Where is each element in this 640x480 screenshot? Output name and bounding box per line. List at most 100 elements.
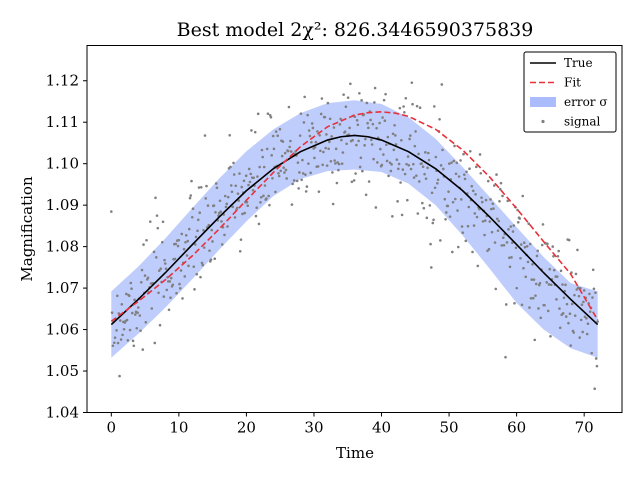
signal-point	[514, 246, 518, 250]
signal-point	[459, 159, 462, 162]
signal-point	[402, 105, 405, 108]
signal-point	[309, 171, 312, 175]
signal-point	[453, 197, 457, 201]
signal-point	[189, 194, 193, 197]
signal-point	[125, 318, 129, 322]
signal-point	[118, 374, 121, 378]
signal-point	[504, 303, 508, 306]
signal-point	[193, 243, 197, 246]
signal-point	[148, 220, 152, 223]
signal-point	[404, 96, 408, 100]
signal-point	[565, 302, 569, 306]
signal-point	[232, 173, 236, 176]
signal-point	[394, 134, 397, 137]
signal-point	[387, 174, 390, 178]
signal-point	[491, 202, 495, 206]
signal-point	[507, 228, 510, 231]
y-tick-label: 1.04	[46, 404, 79, 422]
signal-point	[439, 164, 443, 167]
signal-point	[344, 105, 348, 108]
signal-point	[557, 249, 561, 253]
signal-point	[313, 145, 317, 149]
signal-point	[475, 215, 479, 219]
signal-point	[213, 257, 217, 261]
signal-point	[365, 101, 369, 105]
signal-point	[167, 308, 171, 312]
signal-point	[224, 205, 228, 209]
signal-point	[301, 158, 304, 162]
signal-point	[400, 213, 404, 217]
signal-point	[113, 341, 116, 345]
signal-point	[359, 156, 363, 160]
signal-point	[207, 223, 211, 227]
signal-point	[406, 155, 410, 158]
signal-point	[436, 178, 440, 182]
signal-point	[316, 165, 320, 168]
signal-point	[262, 165, 266, 169]
y-tick-label: 1.12	[46, 72, 79, 90]
signal-point	[478, 153, 482, 156]
signal-point	[229, 165, 232, 169]
signal-point	[335, 181, 339, 185]
signal-point	[254, 214, 258, 218]
axes-layer: 0 10 20 30 40 50 60 70 1.04 1.05 1.06 1.07 1.08 1.09 1…	[46, 72, 594, 437]
signal-point	[430, 266, 433, 269]
signal-point	[322, 150, 325, 154]
signal-point	[135, 326, 139, 330]
signal-point	[210, 228, 214, 232]
signal-point	[331, 171, 334, 174]
signal-point	[466, 224, 470, 228]
signal-point	[296, 161, 300, 164]
signal-point	[161, 220, 165, 224]
signal-point	[234, 184, 238, 188]
signal-point	[285, 177, 288, 180]
signal-point	[304, 190, 308, 193]
signal-point	[489, 207, 493, 211]
signal-point	[456, 209, 459, 212]
signal-point	[253, 130, 257, 134]
signal-point	[594, 291, 597, 294]
signal-point	[461, 231, 465, 234]
signal-point	[481, 220, 485, 223]
signal-point	[282, 166, 285, 170]
signal-point	[538, 281, 542, 285]
signal-point	[486, 179, 490, 183]
signal-point	[499, 181, 503, 185]
signal-point	[487, 247, 491, 251]
signal-point	[137, 306, 140, 309]
signal-point	[585, 317, 588, 320]
signal-point	[311, 126, 315, 130]
signal-point	[260, 148, 264, 152]
signal-point	[370, 143, 374, 146]
signal-point	[183, 275, 187, 278]
signal-point	[555, 298, 558, 301]
signal-point	[286, 149, 290, 153]
signal-point	[269, 115, 273, 119]
signal-point	[448, 215, 452, 218]
signal-point	[139, 280, 143, 284]
signal-point	[519, 243, 523, 246]
signal-point	[432, 218, 435, 222]
signal-point	[430, 191, 434, 195]
signal-point	[401, 168, 405, 171]
y-tick-label: 1.08	[46, 238, 79, 256]
signal-point	[289, 150, 293, 153]
signal-point	[354, 172, 357, 175]
signal-point	[342, 93, 345, 96]
signal-point	[370, 138, 373, 142]
signal-point	[259, 196, 263, 199]
signal-point	[327, 147, 330, 151]
signal-point	[558, 307, 561, 310]
signal-point	[238, 172, 241, 175]
signal-point	[382, 153, 385, 156]
x-tick-label: 10	[169, 419, 188, 437]
signal-point	[587, 302, 590, 305]
signal-point	[219, 210, 223, 213]
signal-point	[190, 215, 194, 219]
signal-point	[383, 119, 387, 122]
signal-point	[418, 180, 421, 183]
signal-point	[169, 296, 172, 299]
signal-point	[120, 303, 124, 306]
signal-point	[187, 227, 191, 231]
signal-point	[267, 194, 270, 198]
